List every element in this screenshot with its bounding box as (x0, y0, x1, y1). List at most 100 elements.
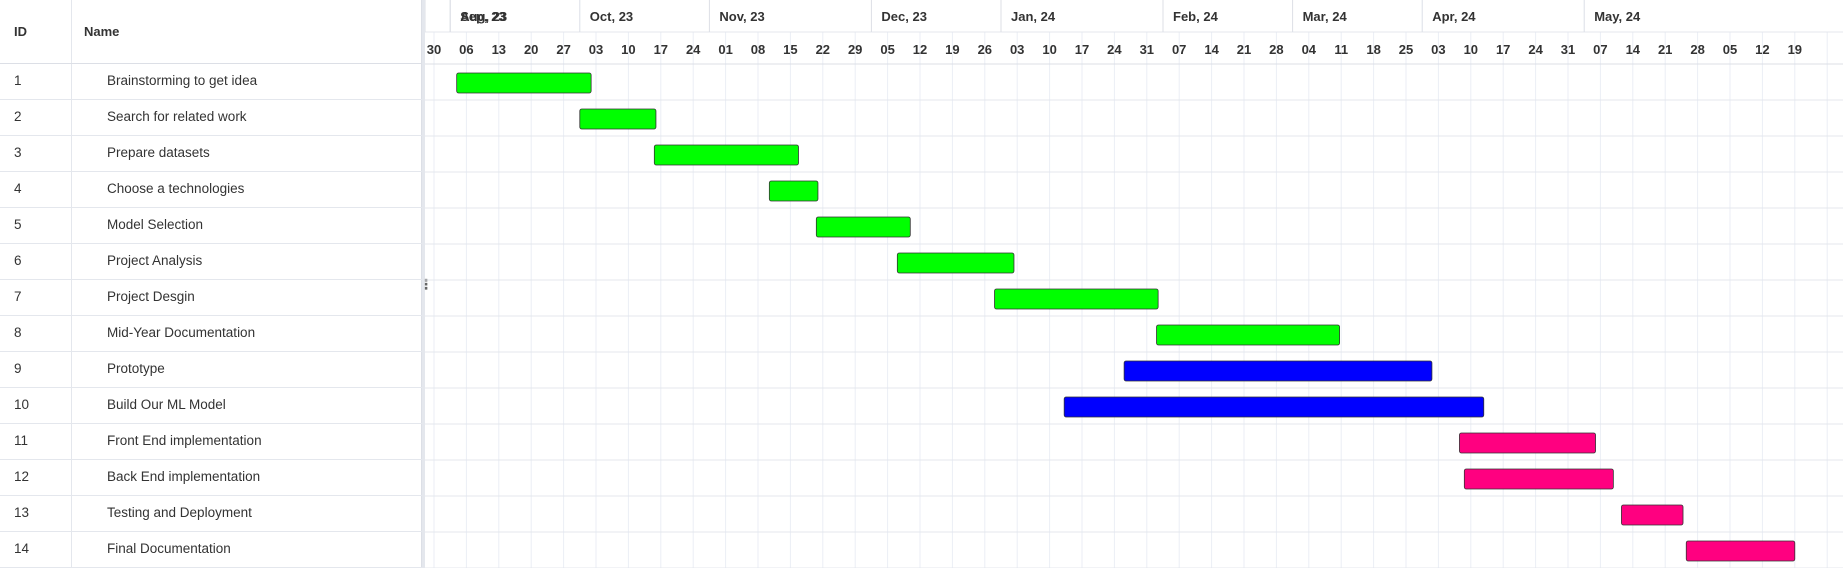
week-tick-label: 06 (459, 42, 473, 57)
task-bar (815, 216, 911, 238)
task-bar (456, 72, 592, 94)
task-name: Final Documentation (107, 541, 231, 556)
table-row[interactable]: 7 Project Desgin (0, 280, 422, 316)
week-tick-label: 21 (1237, 42, 1251, 57)
week-tick-label: 15 (783, 42, 797, 57)
column-separator (71, 0, 72, 568)
month-label: Nov, 23 (719, 9, 764, 24)
week-tick-label: 11 (1334, 42, 1348, 57)
task-id: 13 (14, 505, 30, 520)
task-name: Back End implementation (107, 469, 261, 484)
pane-splitter[interactable] (422, 0, 425, 568)
grid-header: ID Name (0, 0, 422, 64)
task-name: Project Analysis (107, 253, 203, 268)
table-row[interactable]: 8 Mid-Year Documentation (0, 316, 422, 352)
month-label: Feb, 24 (1173, 9, 1219, 24)
task-id: 14 (14, 541, 30, 556)
week-tick-label: 20 (524, 42, 538, 57)
week-tick-label: 29 (848, 42, 862, 57)
task-name: Build Our ML Model (107, 397, 226, 412)
task-id: 10 (14, 397, 30, 412)
task-name: Choose a technologies (107, 181, 245, 196)
week-tick-label: 13 (492, 42, 506, 57)
task-id: 2 (14, 109, 22, 124)
task-bar (768, 180, 819, 202)
table-row[interactable]: 10 Build Our ML Model (0, 388, 422, 424)
task-bar (1123, 360, 1433, 382)
week-tick-label: 05 (1723, 42, 1737, 57)
task-id: 6 (14, 253, 22, 268)
week-tick-label: 17 (1075, 42, 1089, 57)
week-tick-label: 17 (654, 42, 668, 57)
table-row[interactable]: 9 Prototype (0, 352, 422, 388)
table-row[interactable]: 13 Testing and Deployment (0, 496, 422, 532)
week-tick-label: 10 (621, 42, 635, 57)
month-label: May, 24 (1594, 9, 1641, 24)
task-name: Brainstorming to get idea (107, 73, 258, 88)
task-bar (896, 252, 1015, 274)
task-bar (994, 288, 1159, 310)
week-tick-label: 12 (1755, 42, 1769, 57)
week-tick-label: 14 (1204, 42, 1219, 57)
column-header-name[interactable]: Name (84, 24, 120, 39)
week-tick-label: 03 (589, 42, 603, 57)
task-name: Testing and Deployment (107, 505, 252, 520)
week-tick-label: 24 (686, 42, 701, 57)
timeline-pane: Aug, 23 Sep, 23 Oct, 23 Nov, 23 Dec, 23 Jan, … (425, 0, 1843, 568)
column-header-id[interactable]: ID (14, 24, 27, 39)
week-tick-label: 19 (945, 42, 959, 57)
week-tick-label: 28 (1690, 42, 1704, 57)
task-id: 1 (14, 73, 22, 88)
week-tick-label: 10 (1464, 42, 1478, 57)
table-row[interactable]: 1 Brainstorming to get idea (0, 64, 422, 100)
task-id: 3 (14, 145, 22, 160)
week-tick-label: 17 (1496, 42, 1510, 57)
week-tick-label: 26 (978, 42, 992, 57)
task-bar (1459, 432, 1596, 454)
week-tick-label: 18 (1366, 42, 1380, 57)
task-bar (653, 144, 799, 166)
week-tick-label: 31 (1561, 42, 1575, 57)
task-id: 9 (14, 361, 22, 376)
week-tick-label: 07 (1593, 42, 1607, 57)
week-tick-label: 14 (1626, 42, 1641, 57)
week-tick-label: 08 (751, 42, 765, 57)
task-name: Search for related work (107, 109, 247, 124)
week-tick-label: 12 (913, 42, 927, 57)
week-tick-label: 22 (816, 42, 830, 57)
month-label: Dec, 23 (881, 9, 927, 24)
table-row[interactable]: 4 Choose a technologies (0, 172, 422, 208)
week-tick-label: 24 (1528, 42, 1543, 57)
table-row[interactable]: 3 Prepare datasets (0, 136, 422, 172)
week-tick-label: 19 (1788, 42, 1802, 57)
table-row[interactable]: 5 Model Selection (0, 208, 422, 244)
table-row[interactable]: 11 Front End implementation (0, 424, 422, 460)
week-tick-label: 27 (556, 42, 570, 57)
month-label: Aug, 23 (460, 9, 507, 24)
table-row[interactable]: 14 Final Documentation (0, 532, 422, 568)
week-tick-label: 05 (880, 42, 894, 57)
task-bar (579, 108, 657, 130)
month-label: Oct, 23 (590, 9, 633, 24)
task-name: Project Desgin (107, 289, 195, 304)
week-tick-label: 01 (718, 42, 732, 57)
table-row[interactable]: 6 Project Analysis (0, 244, 422, 280)
task-bar (1063, 396, 1485, 418)
table-row[interactable]: 2 Search for related work (0, 100, 422, 136)
task-id: 8 (14, 325, 22, 340)
week-tick-label: 31 (1140, 42, 1154, 57)
table-row[interactable]: 12 Back End implementation (0, 460, 422, 496)
week-tick-label: 03 (1431, 42, 1445, 57)
month-label: Jan, 24 (1011, 9, 1056, 24)
task-id: 4 (14, 181, 22, 196)
task-id: 5 (14, 217, 22, 232)
month-label: Apr, 24 (1432, 9, 1476, 24)
week-tick-label: 28 (1269, 42, 1283, 57)
task-bar (1685, 540, 1796, 562)
task-grid: ID Name 1 Brainstorming to get idea 2 Searc… (0, 0, 422, 568)
month-label: Sep, 23 (460, 9, 506, 24)
week-tick-label: 24 (1107, 42, 1122, 57)
task-bar (1621, 504, 1684, 526)
